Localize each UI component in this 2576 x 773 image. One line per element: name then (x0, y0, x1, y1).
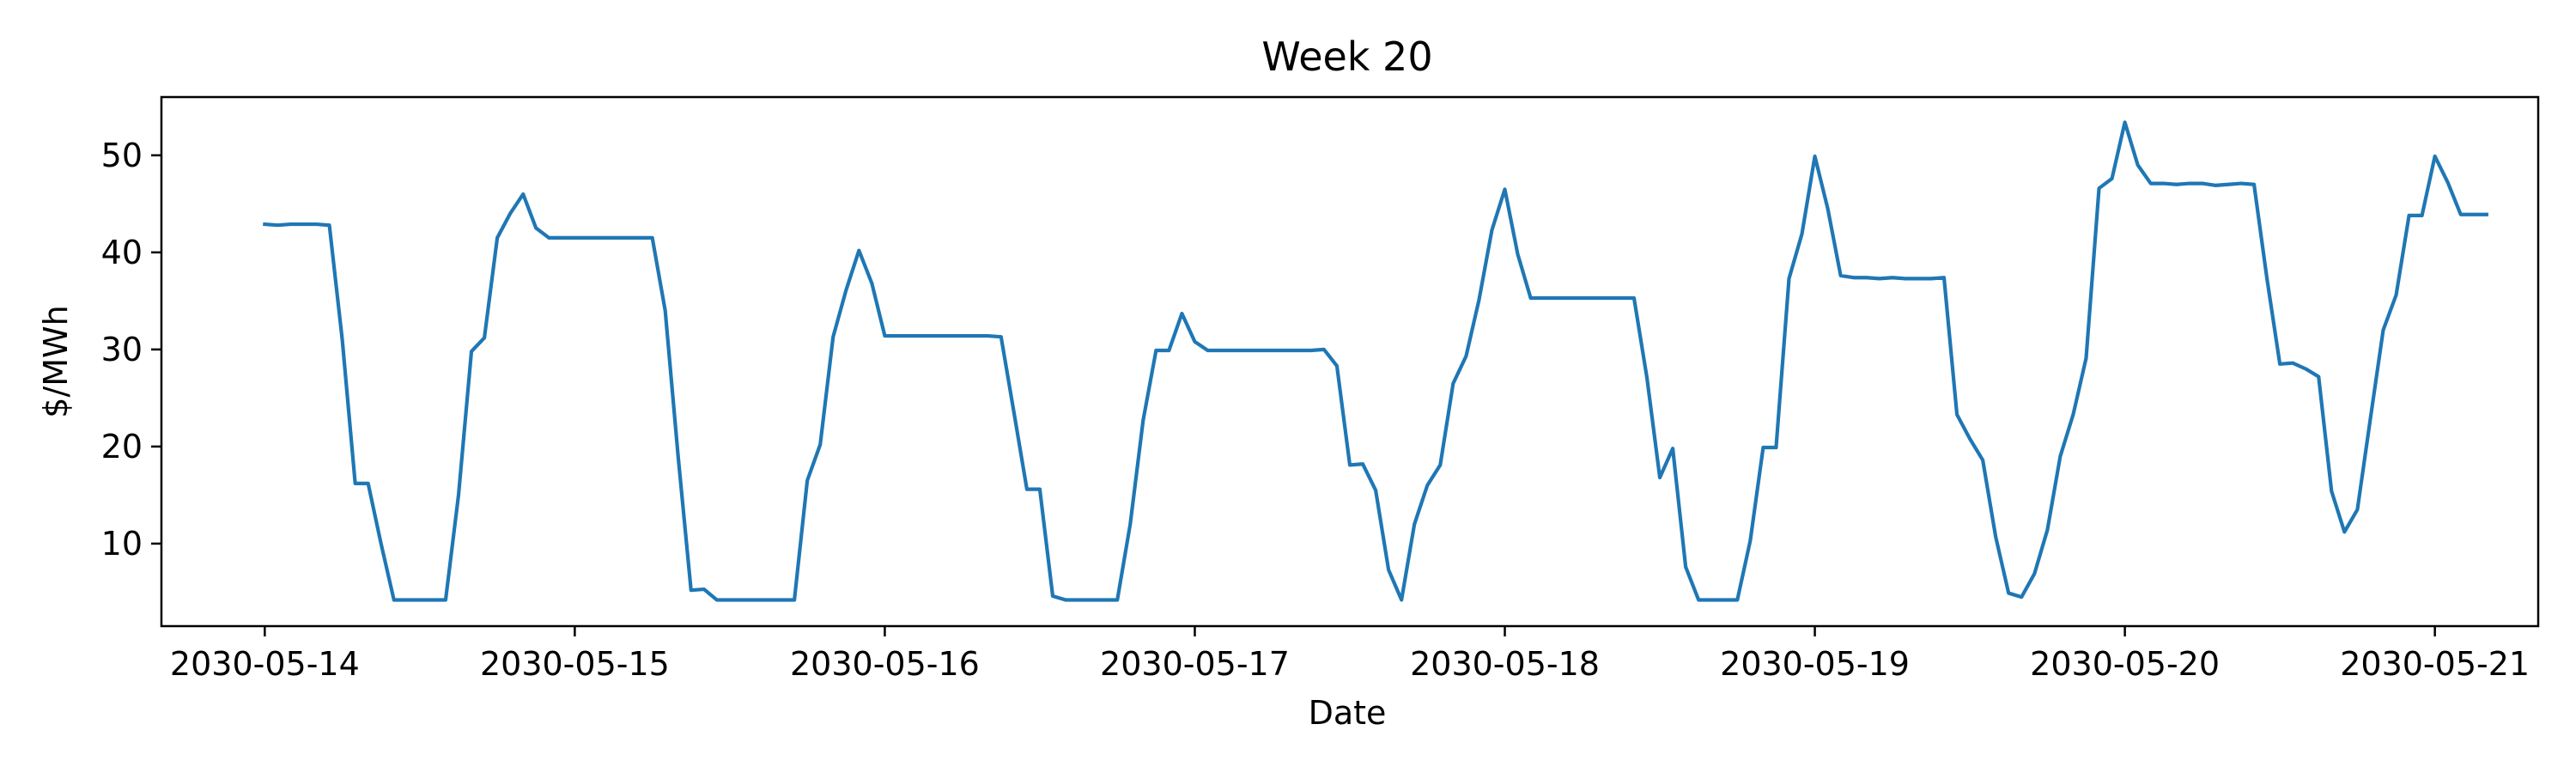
y-axis-label: $/MWh (37, 305, 75, 417)
chart-title: Week 20 (1261, 33, 1432, 80)
x-tick-label: 2030-05-20 (2030, 645, 2220, 683)
y-axis-ticks: 10 20 30 40 50 (101, 137, 161, 563)
price-series-line (263, 120, 2488, 602)
x-tick-label: 2030-05-17 (1100, 645, 1290, 683)
series-layer (263, 120, 2488, 602)
y-tick-label: 40 (101, 234, 143, 271)
x-tick-label: 2030-05-16 (790, 645, 980, 683)
x-axis-ticks: 2030-05-14 2030-05-15 2030-05-16 2030-05-17… (170, 626, 2530, 683)
x-tick-label: 2030-05-18 (1410, 645, 1600, 683)
y-tick-label: 50 (101, 137, 143, 174)
y-tick-label: 30 (101, 331, 143, 368)
y-tick-label: 20 (101, 428, 143, 466)
x-tick-label: 2030-05-21 (2340, 645, 2530, 683)
x-axis-label: Date (1309, 694, 1387, 732)
x-tick-label: 2030-05-14 (170, 645, 360, 683)
x-tick-label: 2030-05-15 (480, 645, 670, 683)
plot-area-frame (160, 95, 2540, 628)
x-tick-label: 2030-05-19 (1720, 645, 1910, 683)
y-tick-label: 10 (101, 525, 143, 563)
